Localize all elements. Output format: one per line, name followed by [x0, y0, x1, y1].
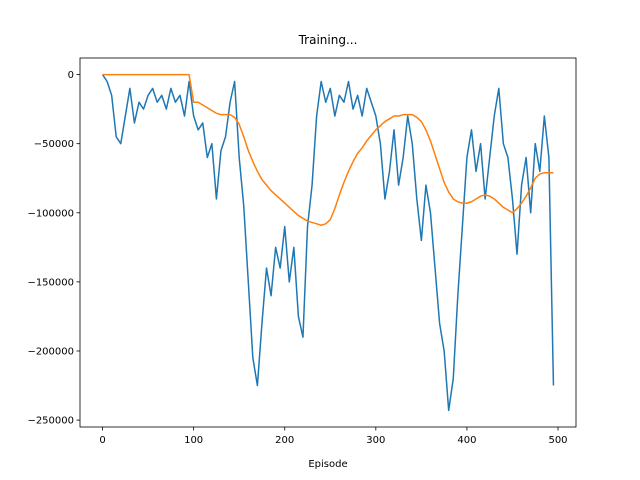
- y-tick-label: 0: [68, 70, 74, 81]
- chart-title: Training...: [298, 33, 358, 47]
- x-axis-label: Episode: [308, 459, 347, 470]
- plot-frame: [79, 57, 577, 428]
- x-tick-label: 0: [99, 435, 105, 446]
- y-tick-label: −200000: [27, 346, 74, 357]
- x-tick-label: 500: [548, 435, 567, 446]
- x-tick-label: 300: [366, 435, 385, 446]
- y-tick-label: −100000: [27, 208, 74, 219]
- x-tick-label: 200: [275, 435, 294, 446]
- y-tick-label: −50000: [34, 139, 74, 150]
- x-tick-label: 400: [457, 435, 476, 446]
- y-tick-label: −150000: [27, 277, 74, 288]
- series-line: [101, 74, 555, 412]
- series-line: [102, 73, 554, 226]
- y-tick-label: −250000: [27, 416, 74, 427]
- x-tick-label: 100: [184, 435, 203, 446]
